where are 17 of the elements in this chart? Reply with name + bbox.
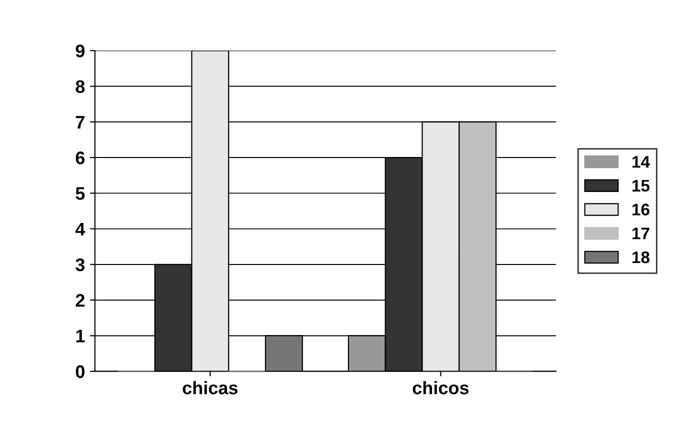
legend-label: 15 xyxy=(632,180,650,192)
legend-label: 17 xyxy=(632,228,650,240)
legend-label: 16 xyxy=(632,204,650,216)
y-tick-label: 7 xyxy=(76,116,84,128)
y-tick-label: 1 xyxy=(76,330,85,342)
legend-label: 18 xyxy=(632,251,650,264)
y-tick-label: 3 xyxy=(76,258,85,272)
y-tick-label: 6 xyxy=(76,151,85,164)
x-tick-label: chicas xyxy=(182,381,238,394)
legend-label: 14 xyxy=(632,156,650,168)
x-tick-label: chicos xyxy=(412,381,469,394)
y-tick-label: 5 xyxy=(76,187,85,200)
y-tick-label: 4 xyxy=(75,222,86,236)
y-tick-label: 8 xyxy=(76,80,85,93)
y-tick-label: 2 xyxy=(76,294,84,307)
y-tick-label: 9 xyxy=(76,44,85,58)
y-tick-label: 0 xyxy=(76,365,84,378)
